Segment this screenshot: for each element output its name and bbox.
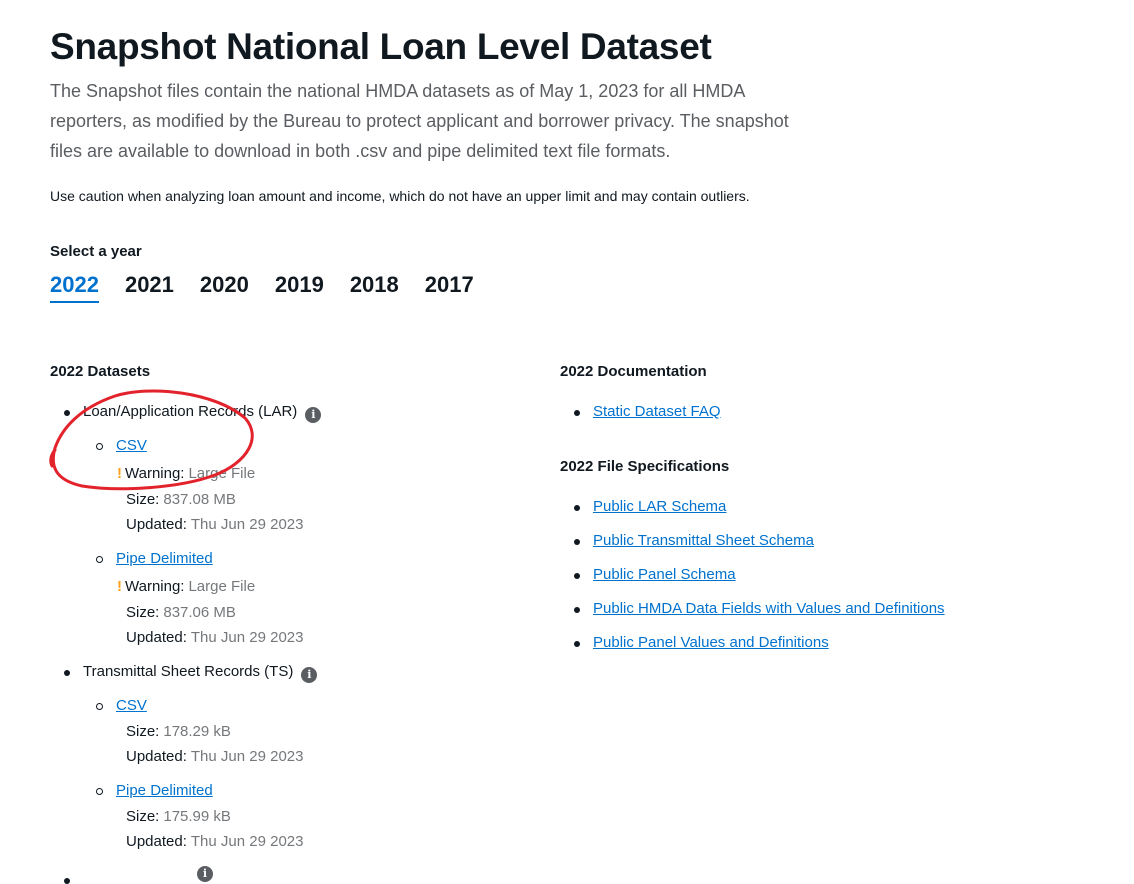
ts-csv-item: CSV [116, 696, 147, 716]
year-tab-2018[interactable]: 2018 [349, 272, 399, 297]
updated-label: Updated: [126, 516, 187, 533]
lar-pipe-item: Pipe Delimited [116, 549, 213, 569]
lar-csv-warning: ! Warning: Large File [117, 464, 255, 484]
updated-value: Thu Jun 29 2023 [190, 629, 304, 646]
year-tab-2020[interactable]: 2020 [199, 272, 249, 297]
public-lar-schema-link[interactable]: Public LAR Schema [593, 498, 727, 515]
updated-value: Thu Jun 29 2023 [190, 833, 304, 850]
bullet [64, 878, 70, 884]
static-dataset-faq-link[interactable]: Static Dataset FAQ [593, 403, 721, 420]
size-label: Size: [126, 604, 160, 621]
info-icon[interactable]: i [305, 407, 322, 423]
spec-link-item: Public Transmittal Sheet Schema [593, 531, 814, 551]
sub-bullet [96, 443, 103, 450]
lar-csv-item: CSV [116, 436, 147, 456]
year-select-label: Select a year [50, 243, 142, 260]
bullet [64, 670, 70, 676]
year-tab-2017[interactable]: 2017 [424, 272, 474, 297]
spec-link-item: Public LAR Schema [593, 497, 726, 517]
sub-bullet [96, 556, 103, 563]
documentation-heading: 2022 Documentation [560, 363, 707, 380]
datasets-heading: 2022 Datasets [50, 363, 151, 380]
bullet [574, 505, 580, 511]
ts-csv-updated: Updated: Thu Jun 29 2023 [126, 747, 303, 767]
year-tabs: 2022 2021 2020 2019 2018 2017 [50, 272, 474, 303]
lar-csv-updated: Updated: Thu Jun 29 2023 [126, 515, 303, 535]
size-value: 837.06 MB [163, 604, 236, 621]
size-label: Size: [126, 723, 160, 740]
size-value: 837.08 MB [163, 491, 236, 508]
warning-label: Warning: [125, 578, 185, 595]
intro-paragraph: The Snapshot files contain the national … [50, 81, 789, 161]
bullet [574, 410, 580, 416]
year-tab-2021[interactable]: 2021 [124, 272, 174, 297]
ts-pipe-size: Size: 175.99 kB [126, 807, 231, 827]
documentation-section: 2022 Documentation Static Dataset FAQ 20… [560, 362, 1080, 651]
bullet [64, 410, 70, 416]
ts-pipe-updated: Updated: Thu Jun 29 2023 [126, 832, 303, 852]
lar-csv-link[interactable]: CSV [116, 437, 147, 454]
public-hmda-fields-link[interactable]: Public HMDA Data Fields with Values and … [593, 600, 945, 617]
warning-icon: ! [117, 465, 122, 482]
public-panel-schema-link[interactable]: Public Panel Schema [593, 566, 736, 583]
size-value: 178.29 kB [163, 723, 231, 740]
public-ts-schema-link[interactable]: Public Transmittal Sheet Schema [593, 532, 814, 549]
annotation-tail [49, 448, 57, 468]
updated-label: Updated: [126, 629, 187, 646]
updated-label: Updated: [126, 833, 187, 850]
ts-csv-size: Size: 178.29 kB [126, 722, 231, 742]
public-panel-values-link[interactable]: Public Panel Values and Definitions [593, 634, 829, 651]
sub-bullet [96, 788, 103, 795]
size-value: 175.99 kB [163, 808, 231, 825]
spec-link-item: Public HMDA Data Fields with Values and … [593, 599, 945, 619]
warning-icon: ! [117, 578, 122, 595]
lar-pipe-size: Size: 837.06 MB [126, 603, 236, 623]
caution-note: Use caution when analyzing loan amount a… [50, 188, 750, 204]
updated-value: Thu Jun 29 2023 [190, 748, 304, 765]
updated-label: Updated: [126, 748, 187, 765]
file-specs-heading: 2022 File Specifications [560, 458, 730, 475]
doc-link-item: Static Dataset FAQ [593, 402, 721, 422]
size-label: Size: [126, 491, 160, 508]
bullet [574, 641, 580, 647]
size-label: Size: [126, 808, 160, 825]
datasets-section: 2022 Datasets Loan/Application Records (… [50, 362, 530, 884]
spec-link-item: Public Panel Schema [593, 565, 736, 585]
info-icon[interactable]: i [197, 866, 213, 882]
spec-link-item: Public Panel Values and Definitions [593, 633, 829, 653]
ts-item: Transmittal Sheet Records (TS) i [83, 662, 318, 683]
lar-pipe-link[interactable]: Pipe Delimited [116, 550, 213, 567]
year-tab-2019[interactable]: 2019 [274, 272, 324, 297]
page-title: Snapshot National Loan Level Dataset [50, 26, 712, 67]
ts-pipe-item: Pipe Delimited [116, 781, 213, 801]
lar-label: Loan/Application Records (LAR) [83, 403, 298, 420]
lar-pipe-warning: ! Warning: Large File [117, 577, 255, 597]
info-icon[interactable]: i [301, 667, 318, 683]
sub-bullet [96, 703, 103, 710]
lar-pipe-updated: Updated: Thu Jun 29 2023 [126, 628, 303, 648]
bullet [574, 573, 580, 579]
warning-value: Large File [188, 578, 256, 595]
lar-item: Loan/Application Records (LAR) i [83, 402, 322, 423]
year-tab-2022[interactable]: 2022 [50, 272, 99, 303]
bullet [574, 607, 580, 613]
lar-csv-size: Size: 837.08 MB [126, 490, 236, 510]
ts-csv-link[interactable]: CSV [116, 697, 147, 714]
ts-pipe-link[interactable]: Pipe Delimited [116, 782, 213, 799]
bullet [574, 539, 580, 545]
updated-value: Thu Jun 29 2023 [190, 516, 304, 533]
warning-label: Warning: [125, 465, 185, 482]
ts-label: Transmittal Sheet Records (TS) [83, 663, 294, 680]
warning-value: Large File [188, 465, 256, 482]
